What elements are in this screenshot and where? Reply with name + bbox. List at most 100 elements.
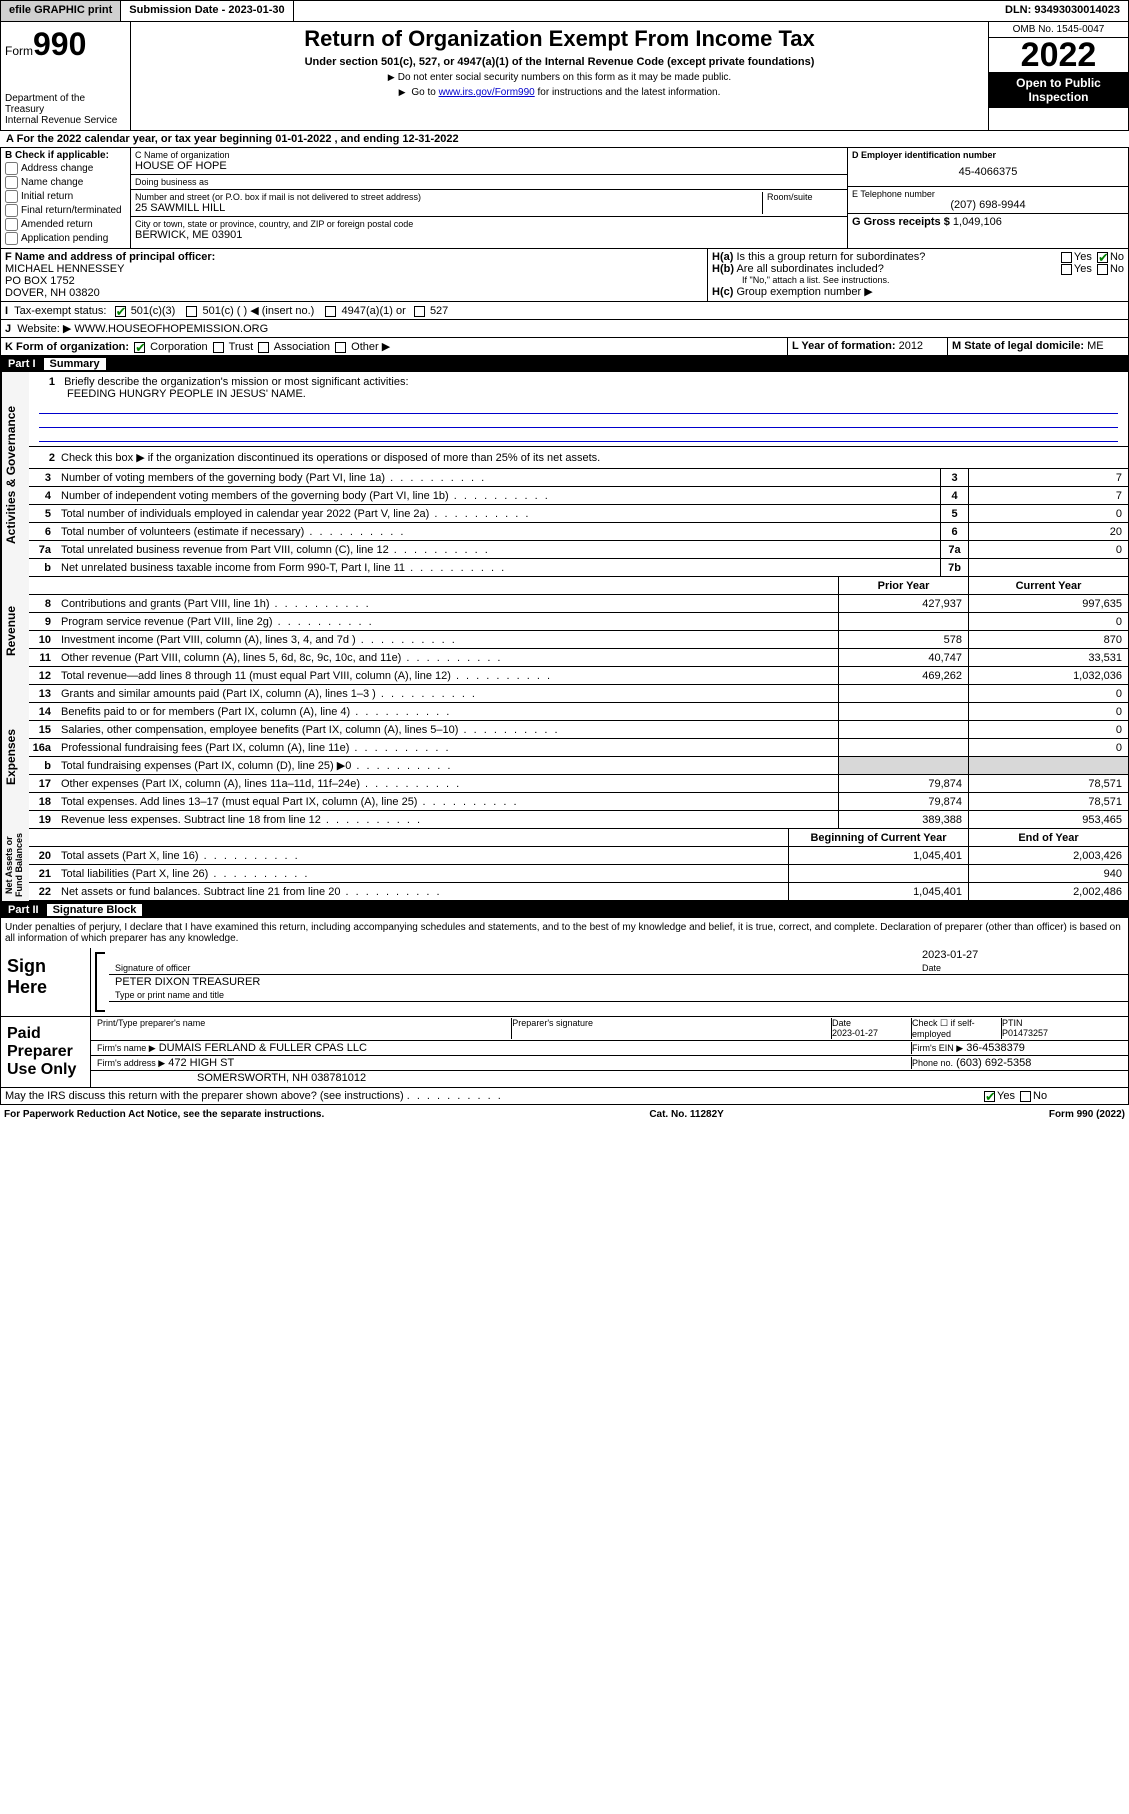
discuss-row: May the IRS discuss this return with the…	[0, 1088, 1129, 1105]
open-inspection: Open to Public Inspection	[989, 72, 1128, 108]
chk-name-change[interactable]: Name change	[5, 176, 126, 189]
chk-address-change[interactable]: Address change	[5, 162, 126, 175]
ha-no[interactable]	[1097, 252, 1108, 263]
opt-4947: 4947(a)(1) or	[342, 305, 406, 317]
line-a: A For the 2022 calendar year, or tax yea…	[0, 131, 1129, 148]
chk-527[interactable]	[414, 306, 425, 317]
box-m: M State of legal domicile: ME	[948, 338, 1128, 355]
prep-col-name: Print/Type preparer's name	[97, 1018, 512, 1039]
section-i: I Tax-exempt status: 501(c)(3) 501(c) ( …	[0, 302, 1129, 320]
summary-line-17: 17Other expenses (Part IX, column (A), l…	[29, 775, 1128, 793]
submission-date-value: 2023-01-30	[228, 4, 284, 16]
chk-trust[interactable]	[213, 342, 224, 353]
website-label: Website:	[17, 323, 60, 335]
h-b: H(b) Are all subordinates included? Yes …	[712, 263, 1124, 275]
footer-mid: Cat. No. 11282Y	[649, 1109, 723, 1120]
chk-app-pending[interactable]: Application pending	[5, 232, 126, 245]
summary-line-8: 8Contributions and grants (Part VIII, li…	[29, 595, 1128, 613]
preparer-block: Paid Preparer Use Only Print/Type prepar…	[0, 1017, 1129, 1088]
box-f: F Name and address of principal officer:…	[1, 249, 708, 301]
tax-year: 2022	[989, 38, 1128, 72]
section-bcdeg: B Check if applicable: Address change Na…	[0, 148, 1129, 249]
header-mid: Return of Organization Exempt From Incom…	[131, 22, 988, 130]
summary-line-b: bNet unrelated business taxable income f…	[29, 559, 1128, 577]
h-a: H(a) Is this a group return for subordin…	[712, 251, 1124, 263]
sign-block: Sign Here 2023-01-27 Signature of office…	[0, 948, 1129, 1017]
officer-addr1: PO BOX 1752	[5, 275, 703, 287]
gross-value: 1,049,106	[953, 216, 1002, 228]
phone-label: E Telephone number	[852, 189, 1124, 199]
sign-here-label: Sign Here	[1, 948, 91, 1016]
summary-line-b: bTotal fundraising expenses (Part IX, co…	[29, 757, 1128, 775]
discuss-text: May the IRS discuss this return with the…	[5, 1090, 404, 1102]
col-end-year: End of Year	[968, 829, 1128, 846]
hb-no[interactable]	[1097, 264, 1108, 275]
chk-501c[interactable]	[186, 306, 197, 317]
section-klm: K Form of organization: Corporation Trus…	[0, 338, 1129, 356]
summary-line-9: 9Program service revenue (Part VIII, lin…	[29, 613, 1128, 631]
firm-addr: 472 HIGH ST	[168, 1057, 234, 1069]
note-ssn: Do not enter social security numbers on …	[139, 72, 980, 83]
chk-initial-return[interactable]: Initial return	[5, 190, 126, 203]
opt-527: 527	[430, 305, 448, 317]
h-b-note: If "No," attach a list. See instructions…	[712, 275, 1124, 285]
form-subtitle: Under section 501(c), 527, or 4947(a)(1)…	[139, 56, 980, 68]
summary-line-4: 4Number of independent voting members of…	[29, 487, 1128, 505]
goto-post: for instructions and the latest informat…	[538, 87, 721, 98]
form-number: Form990	[5, 26, 126, 63]
street-value: 25 SAWMILL HILL	[135, 202, 762, 214]
discuss-no[interactable]	[1020, 1091, 1031, 1102]
summary-line-6: 6Total number of volunteers (estimate if…	[29, 523, 1128, 541]
preparer-label: Paid Preparer Use Only	[1, 1017, 91, 1087]
sig-officer-label: Signature of officer	[115, 963, 922, 973]
form-title: Return of Organization Exempt From Incom…	[139, 26, 980, 52]
chk-501c3[interactable]	[115, 306, 126, 317]
goto-pre: Go to	[411, 87, 438, 98]
dba-label: Doing business as	[135, 177, 843, 187]
box-h: H(a) Is this a group return for subordin…	[708, 249, 1128, 301]
officer-name-label: Type or print name and title	[115, 990, 224, 1000]
opt-501c: 501(c) ( ) ◀ (insert no.)	[203, 305, 315, 317]
officer-addr2: DOVER, NH 03820	[5, 287, 703, 299]
chk-other[interactable]	[335, 342, 346, 353]
ha-yes[interactable]	[1061, 252, 1072, 263]
summary-line-14: 14Benefits paid to or for members (Part …	[29, 703, 1128, 721]
toolbar-spacer	[294, 1, 997, 21]
summary-line-15: 15Salaries, other compensation, employee…	[29, 721, 1128, 739]
efile-graphic-button[interactable]: efile GRAPHIC print	[1, 1, 121, 21]
summary-governance: Activities & Governance 1 Briefly descri…	[0, 372, 1129, 577]
officer-name: MICHAEL HENNESSEY	[5, 263, 703, 275]
form-header: Form990 Department of the Treasury Inter…	[0, 22, 1129, 131]
q1-label: Briefly describe the organization's miss…	[64, 376, 408, 388]
footer-left: For Paperwork Reduction Act Notice, see …	[4, 1109, 324, 1120]
box-k: K Form of organization: Corporation Trus…	[1, 338, 788, 355]
chk-association[interactable]	[258, 342, 269, 353]
city-value: BERWICK, ME 03901	[135, 229, 843, 241]
firm-ein: 36-4538379	[966, 1042, 1025, 1054]
irs-link[interactable]: www.irs.gov/Form990	[439, 87, 535, 98]
hb-yes[interactable]	[1061, 264, 1072, 275]
col-begin-year: Beginning of Current Year	[788, 829, 968, 846]
h-c: H(c) Group exemption number ▶	[712, 285, 1124, 298]
section-fh: F Name and address of principal officer:…	[0, 249, 1129, 302]
chk-final-return[interactable]: Final return/terminated	[5, 204, 126, 217]
org-name-label: C Name of organization	[135, 150, 843, 160]
part1-title: Summary	[44, 358, 106, 370]
form-no: 990	[33, 26, 86, 62]
opt-501c3: 501(c)(3)	[131, 305, 176, 317]
summary-line-12: 12Total revenue—add lines 8 through 11 (…	[29, 667, 1128, 685]
chk-amended[interactable]: Amended return	[5, 218, 126, 231]
officer-label: F Name and address of principal officer:	[5, 251, 703, 263]
discuss-yes[interactable]	[984, 1091, 995, 1102]
footer-right: Form 990 (2022)	[1049, 1109, 1125, 1120]
col-current-year: Current Year	[968, 577, 1128, 594]
chk-4947[interactable]	[325, 306, 336, 317]
form-prefix: Form	[5, 44, 33, 58]
submission-date-label: Submission Date -	[129, 4, 228, 16]
part2-header: Part II Signature Block	[0, 902, 1129, 918]
chk-corporation[interactable]	[134, 342, 145, 353]
col-prior-year: Prior Year	[838, 577, 968, 594]
dln-label: DLN:	[1005, 4, 1034, 16]
submission-date-button[interactable]: Submission Date - 2023-01-30	[121, 1, 293, 21]
summary-line-19: 19Revenue less expenses. Subtract line 1…	[29, 811, 1128, 829]
